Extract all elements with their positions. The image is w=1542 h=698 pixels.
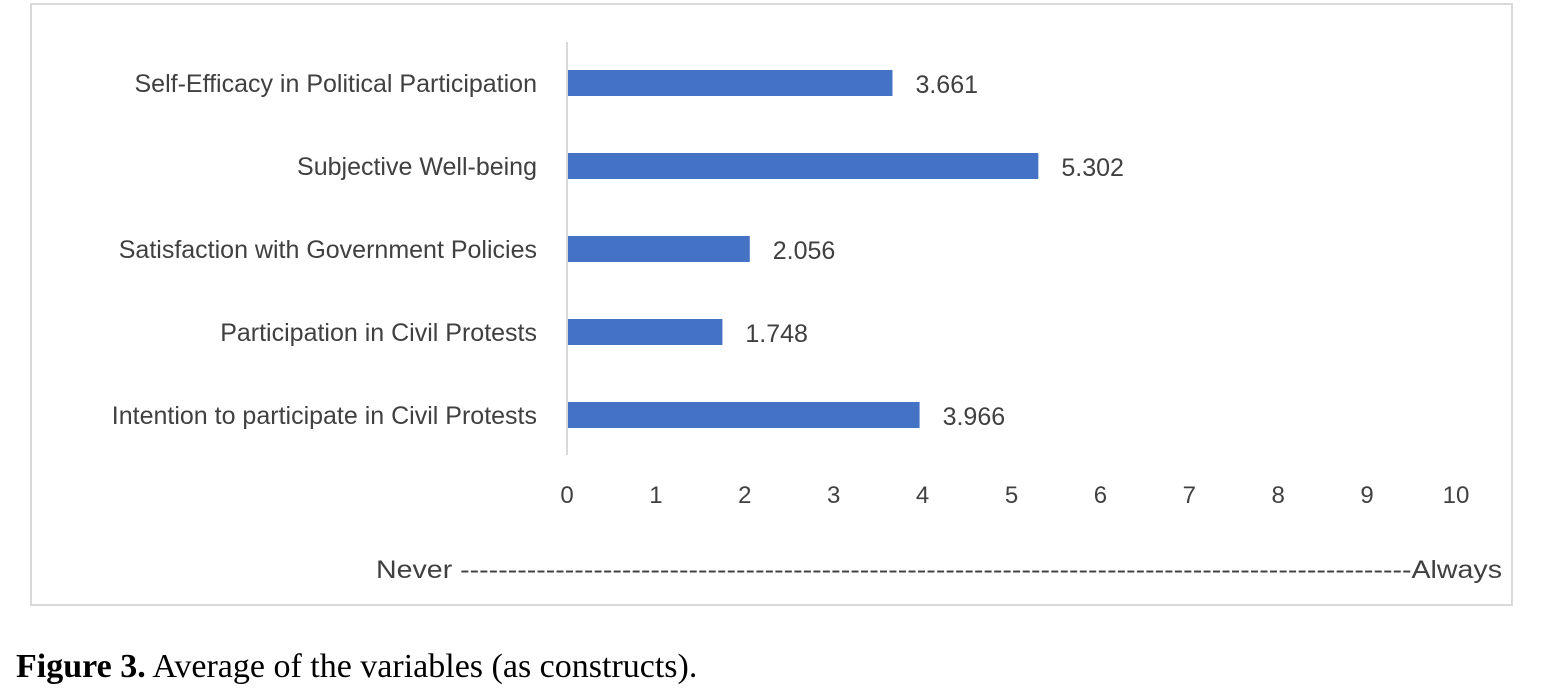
caption-text: Average of the variables (as constructs)… xyxy=(145,648,698,685)
x-tick-label: 1 xyxy=(649,482,662,509)
bar-chart: Self-Efficacy in Political Participation… xyxy=(112,42,1502,584)
figure-caption: Figure 3. Average of the variables (as c… xyxy=(16,648,697,686)
x-tick-label: 6 xyxy=(1094,482,1107,509)
x-tick-label: 7 xyxy=(1183,482,1196,509)
bar xyxy=(568,153,1039,179)
category-label: Self-Efficacy in Political Participation xyxy=(135,70,538,98)
category-label: Satisfaction with Government Policies xyxy=(119,236,537,264)
x-tick-label: 5 xyxy=(1005,482,1018,509)
bar xyxy=(568,319,723,345)
x-tick-label: 4 xyxy=(916,482,929,509)
value-label: 5.302 xyxy=(1061,154,1124,182)
value-labels: 3.661 5.302 2.056 1.748 3.966 xyxy=(745,71,1124,431)
bar xyxy=(568,236,750,262)
bar xyxy=(568,402,920,428)
x-axis-tick-labels: 0 1 2 3 4 5 6 7 8 9 10 xyxy=(560,482,1469,509)
value-label: 3.661 xyxy=(915,71,978,99)
bar xyxy=(568,70,893,96)
value-label: 3.966 xyxy=(943,403,1006,431)
x-tick-label: 3 xyxy=(827,482,840,509)
category-label: Subjective Well-being xyxy=(297,153,537,181)
chart-frame xyxy=(30,3,1513,606)
caption-label: Figure 3. xyxy=(16,648,146,685)
x-tick-label: 10 xyxy=(1443,482,1470,509)
category-label: Participation in Civil Protests xyxy=(220,319,537,347)
category-labels: Self-Efficacy in Political Participation… xyxy=(112,70,537,430)
x-tick-label: 9 xyxy=(1360,482,1373,509)
x-tick-label: 2 xyxy=(738,482,751,509)
scale-label: Never ----------------------------------… xyxy=(376,556,1502,584)
bars xyxy=(568,70,1039,428)
x-tick-label: 0 xyxy=(560,482,573,509)
category-label: Intention to participate in Civil Protes… xyxy=(112,402,537,430)
value-label: 2.056 xyxy=(773,237,836,265)
x-tick-label: 8 xyxy=(1272,482,1285,509)
value-label: 1.748 xyxy=(745,320,808,348)
